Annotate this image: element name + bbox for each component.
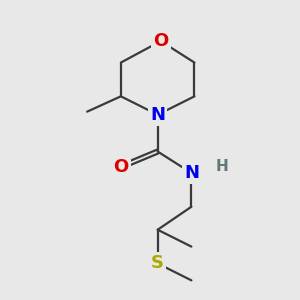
Text: S: S (151, 254, 164, 272)
Text: N: N (184, 164, 199, 182)
Text: H: H (216, 159, 229, 174)
Text: O: O (113, 158, 128, 176)
Text: O: O (153, 32, 168, 50)
Text: N: N (150, 106, 165, 124)
